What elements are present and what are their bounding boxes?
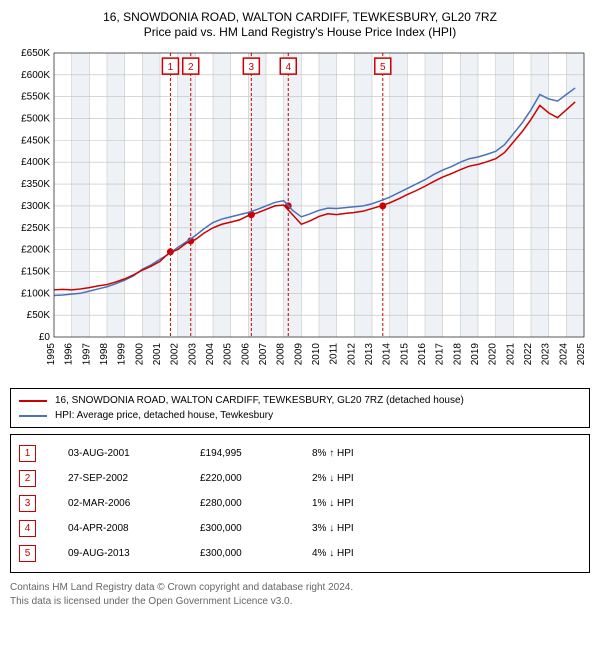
svg-text:5: 5	[380, 62, 386, 73]
svg-text:£400K: £400K	[21, 157, 50, 168]
svg-text:2018: 2018	[452, 343, 463, 366]
footer: Contains HM Land Registry data © Crown c…	[10, 581, 590, 609]
svg-text:2016: 2016	[417, 343, 428, 366]
svg-text:2010: 2010	[311, 343, 322, 366]
legend-label-property: 16, SNOWDONIA ROAD, WALTON CARDIFF, TEWK…	[55, 393, 464, 408]
svg-text:2011: 2011	[329, 343, 340, 365]
sales-table: 1 03-AUG-2001 £194,995 8% ↑ HPI 2 27-SEP-2002…	[10, 434, 590, 573]
svg-text:2022: 2022	[523, 343, 534, 366]
svg-text:1997: 1997	[81, 343, 92, 366]
svg-text:2004: 2004	[205, 343, 216, 366]
svg-text:2017: 2017	[435, 343, 446, 366]
sale-date: 09-AUG-2013	[68, 548, 168, 559]
svg-text:£300K: £300K	[21, 201, 50, 212]
legend-box: 16, SNOWDONIA ROAD, WALTON CARDIFF, TEWK…	[10, 388, 590, 428]
sale-badge: 1	[19, 445, 36, 462]
sale-price: £280,000	[200, 498, 280, 509]
sale-hpi: 4% ↓ HPI	[312, 548, 412, 559]
sale-date: 03-AUG-2001	[68, 448, 168, 459]
svg-text:2005: 2005	[223, 343, 234, 366]
sale-badge: 2	[19, 470, 36, 487]
svg-text:2: 2	[188, 62, 194, 73]
sale-badge: 5	[19, 545, 36, 562]
sale-price: £194,995	[200, 448, 280, 459]
page-title: 16, SNOWDONIA ROAD, WALTON CARDIFF, TEWK…	[10, 10, 590, 24]
svg-text:2021: 2021	[505, 343, 516, 366]
sale-hpi: 8% ↑ HPI	[312, 448, 412, 459]
svg-text:2009: 2009	[293, 343, 304, 366]
svg-text:1995: 1995	[46, 343, 57, 366]
sale-row: 5 09-AUG-2013 £300,000 4% ↓ HPI	[19, 541, 581, 566]
sale-hpi: 2% ↓ HPI	[312, 473, 412, 484]
sale-date: 27-SEP-2002	[68, 473, 168, 484]
legend-row-property: 16, SNOWDONIA ROAD, WALTON CARDIFF, TEWK…	[19, 393, 581, 408]
svg-text:£250K: £250K	[21, 223, 50, 234]
sale-date: 04-APR-2008	[68, 523, 168, 534]
svg-text:2015: 2015	[399, 343, 410, 366]
svg-text:£450K: £450K	[21, 135, 50, 146]
svg-text:£0: £0	[39, 332, 51, 343]
svg-text:2013: 2013	[364, 343, 375, 366]
svg-text:2007: 2007	[258, 343, 269, 366]
svg-text:2020: 2020	[488, 343, 499, 366]
svg-text:2012: 2012	[346, 343, 357, 366]
svg-text:1999: 1999	[117, 343, 128, 366]
svg-text:2019: 2019	[470, 343, 481, 366]
svg-text:£550K: £550K	[21, 92, 50, 103]
sale-row: 4 04-APR-2008 £300,000 3% ↓ HPI	[19, 516, 581, 541]
svg-text:2006: 2006	[240, 343, 251, 366]
svg-text:£150K: £150K	[21, 266, 50, 277]
legend-label-hpi: HPI: Average price, detached house, Tewk…	[55, 408, 273, 423]
svg-text:3: 3	[249, 62, 255, 73]
svg-text:£650K: £650K	[21, 48, 50, 59]
chart-container: £0 £50K £100K £150K £200K £250K £300K £350K £400…	[10, 47, 590, 382]
page-subtitle: Price paid vs. HM Land Registry's House …	[10, 25, 590, 39]
sale-price: £300,000	[200, 548, 280, 559]
sale-row: 1 03-AUG-2001 £194,995 8% ↑ HPI	[19, 441, 581, 466]
sale-hpi: 1% ↓ HPI	[312, 498, 412, 509]
price-chart: £0 £50K £100K £150K £200K £250K £300K £350K £400…	[10, 47, 590, 377]
svg-text:£100K: £100K	[21, 288, 50, 299]
svg-text:2014: 2014	[382, 343, 393, 366]
sale-price: £220,000	[200, 473, 280, 484]
svg-text:2025: 2025	[576, 343, 587, 366]
sale-badge: 3	[19, 495, 36, 512]
svg-text:£50K: £50K	[27, 310, 51, 321]
svg-text:2001: 2001	[152, 343, 163, 366]
svg-text:2002: 2002	[170, 343, 181, 366]
footer-line-1: Contains HM Land Registry data © Crown c…	[10, 581, 590, 595]
svg-text:1996: 1996	[64, 343, 75, 366]
svg-text:1: 1	[168, 62, 174, 73]
legend-swatch-property	[19, 400, 47, 402]
sale-row: 3 02-MAR-2006 £280,000 1% ↓ HPI	[19, 491, 581, 516]
svg-text:2003: 2003	[187, 343, 198, 366]
svg-text:£600K: £600K	[21, 70, 50, 81]
footer-line-2: This data is licensed under the Open Gov…	[10, 595, 590, 609]
sale-row: 2 27-SEP-2002 £220,000 2% ↓ HPI	[19, 466, 581, 491]
svg-text:2008: 2008	[276, 343, 287, 366]
svg-text:£200K: £200K	[21, 245, 50, 256]
svg-text:£350K: £350K	[21, 179, 50, 190]
sale-hpi: 3% ↓ HPI	[312, 523, 412, 534]
svg-text:2024: 2024	[558, 343, 569, 366]
svg-text:2023: 2023	[541, 343, 552, 366]
svg-text:1998: 1998	[99, 343, 110, 366]
svg-text:4: 4	[285, 62, 291, 73]
legend-swatch-hpi	[19, 415, 47, 417]
legend-row-hpi: HPI: Average price, detached house, Tewk…	[19, 408, 581, 423]
sale-price: £300,000	[200, 523, 280, 534]
svg-text:2000: 2000	[134, 343, 145, 366]
sale-badge: 4	[19, 520, 36, 537]
sale-date: 02-MAR-2006	[68, 498, 168, 509]
svg-text:£500K: £500K	[21, 114, 50, 125]
